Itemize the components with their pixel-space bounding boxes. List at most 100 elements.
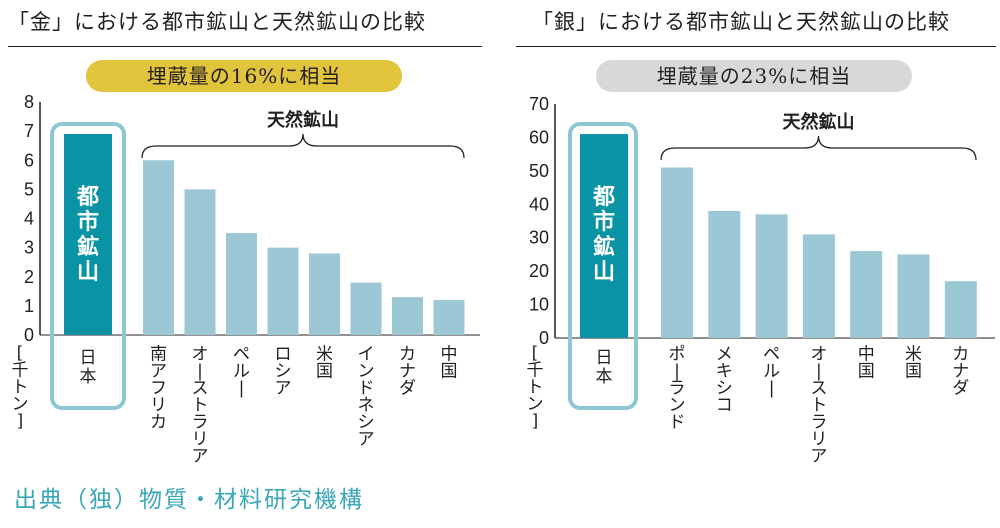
silver-y-tick-label: 10 <box>529 295 549 315</box>
gold-bar <box>433 300 465 335</box>
gold-y-tick-label: 2 <box>24 267 34 287</box>
gold-y-axis-label-char: ン <box>12 395 29 415</box>
gold-y-tick-label: 7 <box>24 121 34 141</box>
gold-y-tick-label: 1 <box>24 296 34 316</box>
silver-category-label-char: リ <box>810 430 827 450</box>
silver-category-label-char: ス <box>810 379 827 399</box>
gold-category-label-char: | <box>239 379 245 399</box>
silver-bar <box>708 210 741 338</box>
gold-category-label-char: イ <box>358 345 375 365</box>
silver-y-tick-label: 50 <box>529 161 549 181</box>
gold-category-label-char: 米 <box>316 345 333 365</box>
silver-category-label: 米国 <box>905 345 922 382</box>
gold-category-label: ペル| <box>233 345 250 399</box>
silver-category-label: 中国 <box>858 345 875 382</box>
silver-y-tick-label: 60 <box>529 127 549 147</box>
silver-highlight-bar-label-char: 都 <box>592 185 615 210</box>
gold-highlight-frame <box>50 122 126 410</box>
gold-category-label-char: シ <box>358 413 375 433</box>
gold-chart: 012345678[千トン]都市鉱山日本天然鉱山南アフリカオ|ストラリアペル|ロ… <box>12 92 480 467</box>
gold-highlight-bar-label-char: 都 <box>76 185 99 210</box>
gold-title-rule <box>8 46 482 47</box>
gold-y-axis-label-char: [ <box>17 344 24 364</box>
gold-category-label-char: ア <box>358 430 375 450</box>
gold-category-label: 中国 <box>441 345 458 382</box>
silver-y-tick-label: 20 <box>529 261 549 281</box>
gold-y-axis-label-char: ] <box>17 412 24 432</box>
silver-y-axis-label-char: 千 <box>527 361 544 381</box>
silver-highlight-bar-label-char: 山 <box>593 260 615 285</box>
gold-category-label: カナダ <box>399 345 416 399</box>
gold-category-label-char: ロ <box>275 345 292 365</box>
silver-y-tick-label: 40 <box>529 194 549 214</box>
gold-category-label-char: 中 <box>441 345 458 365</box>
silver-category-label-char: ト <box>810 396 827 416</box>
gold-highlight-category-char: 日 <box>80 348 97 368</box>
gold-bar <box>392 297 423 335</box>
silver-bar <box>850 251 883 338</box>
silver-category-label-char: 国 <box>905 362 922 382</box>
gold-highlight-bar-label-char: 鉱 <box>77 234 99 260</box>
gold-category-label-char: 国 <box>316 362 333 382</box>
silver-y-axis-label-char: ] <box>532 412 539 432</box>
silver-category-label-char: 中 <box>858 345 875 365</box>
silver-category-label: カナダ <box>952 345 969 399</box>
gold-y-axis-label-char: 千 <box>12 361 29 381</box>
silver-highlight-bar <box>580 134 628 338</box>
silver-category-label-char: | <box>674 362 680 382</box>
silver-category-label-char: ラ <box>810 413 827 433</box>
gold-category-label-char: ペ <box>233 345 250 365</box>
silver-category-label-char: ナ <box>952 362 969 382</box>
gold-category-label-char: リ <box>192 430 209 450</box>
gold-bar <box>226 233 257 335</box>
gold-bar <box>350 282 382 335</box>
gold-highlight-bar-label-char: 市 <box>77 209 99 235</box>
silver-category-label: ポ|ランド <box>669 345 686 433</box>
silver-highlight-frame <box>568 122 638 410</box>
silver-category-label-char: ン <box>669 396 686 416</box>
silver-y-tick-label: 0 <box>539 328 549 348</box>
gold-category-label: ロシア <box>275 345 292 399</box>
silver-category-label-char: シ <box>716 379 733 399</box>
gold-bar <box>309 253 340 335</box>
gold-y-tick-label: 5 <box>24 179 34 199</box>
silver-category-label-char: コ <box>716 396 733 416</box>
silver-highlight-category: 日本 <box>596 348 613 387</box>
gold-chart-title: 「金」における都市鉱山と天然鉱山の比較 <box>8 10 426 34</box>
silver-category-label-char: オ <box>810 345 827 365</box>
gold-category-label-char: ナ <box>399 362 416 382</box>
gold-category-label-char: ド <box>358 379 375 399</box>
gold-category-label-char: ダ <box>399 379 416 399</box>
gold-y-tick-label: 0 <box>24 325 34 345</box>
silver-category-label-char: ラ <box>669 379 686 399</box>
silver-category-label-char: | <box>816 362 822 382</box>
gold-category-label-char: カ <box>150 413 167 433</box>
silver-category-label-char: ド <box>669 413 686 433</box>
source-credit: 出典（独）物質・材料研究機構 <box>14 487 364 513</box>
silver-subtitle-pill: 埋蔵量の23%に相当 <box>596 60 912 92</box>
gold-category-label-char: 国 <box>441 362 458 382</box>
gold-bar <box>267 247 299 335</box>
gold-category-label-char: | <box>197 362 203 382</box>
gold-subtitle-pill: 埋蔵量の16%に相当 <box>86 60 402 92</box>
silver-category-label-char: ダ <box>952 379 969 399</box>
gold-highlight-bar <box>64 134 112 335</box>
silver-y-tick-label: 30 <box>529 228 549 248</box>
gold-category-label-char: ラ <box>192 413 209 433</box>
silver-title-rule <box>516 46 996 47</box>
silver-chart: 010203040506070[千トン]都市鉱山日本天然鉱山ポ|ランドメキシコペ… <box>527 94 995 467</box>
silver-bar <box>944 281 977 338</box>
silver-chart-title: 「銀」における都市鉱山と天然鉱山の比較 <box>532 10 950 34</box>
silver-bar <box>802 234 835 338</box>
silver-bar <box>897 254 930 338</box>
silver-highlight-bar-label-char: 鉱 <box>593 234 615 260</box>
gold-y-axis-label-char: ト <box>12 378 29 398</box>
gold-group-brace <box>141 133 465 159</box>
silver-category-label-char: | <box>769 379 775 399</box>
gold-category-label-char: ア <box>192 447 209 467</box>
